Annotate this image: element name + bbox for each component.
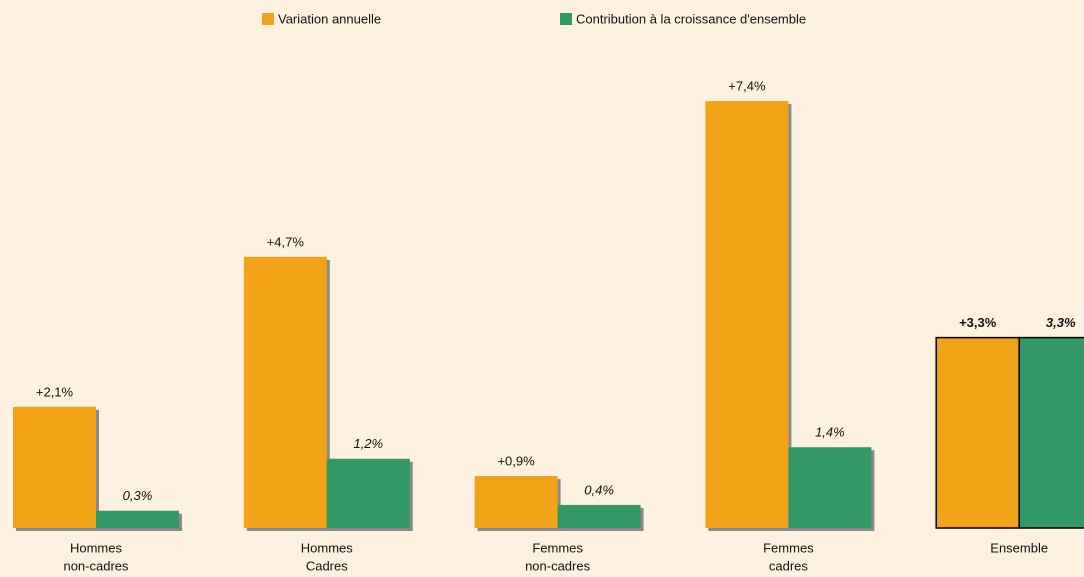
bar	[13, 406, 96, 528]
legend-label: Contribution à la croissance d'ensemble	[576, 11, 806, 26]
value-label: +3,3%	[959, 315, 997, 330]
bar	[243, 256, 327, 528]
bar	[705, 101, 789, 528]
value-label: +7,4%	[728, 79, 766, 94]
legend-swatch	[262, 13, 274, 25]
value-label: 1,2%	[353, 436, 383, 451]
bar	[935, 336, 1020, 529]
x-tick-label: cadres	[769, 558, 809, 573]
x-tick-label: non-cadres	[63, 558, 129, 573]
x-tick-label: non-cadres	[525, 558, 591, 573]
value-label: 1,4%	[815, 425, 845, 440]
x-tick-label: Hommes	[70, 540, 123, 555]
x-tick-label: Hommes	[301, 540, 354, 555]
x-tick-label: Ensemble	[990, 540, 1048, 555]
bar	[788, 447, 872, 528]
value-label: 0,4%	[584, 482, 614, 497]
bar	[474, 476, 558, 528]
value-label: 3,3%	[1046, 315, 1076, 330]
value-label: +0,9%	[497, 454, 535, 469]
value-label: 0,3%	[123, 488, 153, 503]
value-label: +4,7%	[267, 234, 305, 249]
value-label: +2,1%	[36, 384, 74, 399]
bar	[557, 504, 641, 528]
x-tick-label: Femmes	[532, 540, 583, 555]
x-tick-label: Femmes	[763, 540, 814, 555]
bar	[326, 458, 410, 528]
bar	[1018, 336, 1084, 529]
x-tick-label: Cadres	[306, 558, 348, 573]
bar	[96, 510, 179, 528]
legend-label: Variation annuelle	[278, 11, 381, 26]
legend-swatch	[560, 13, 572, 25]
